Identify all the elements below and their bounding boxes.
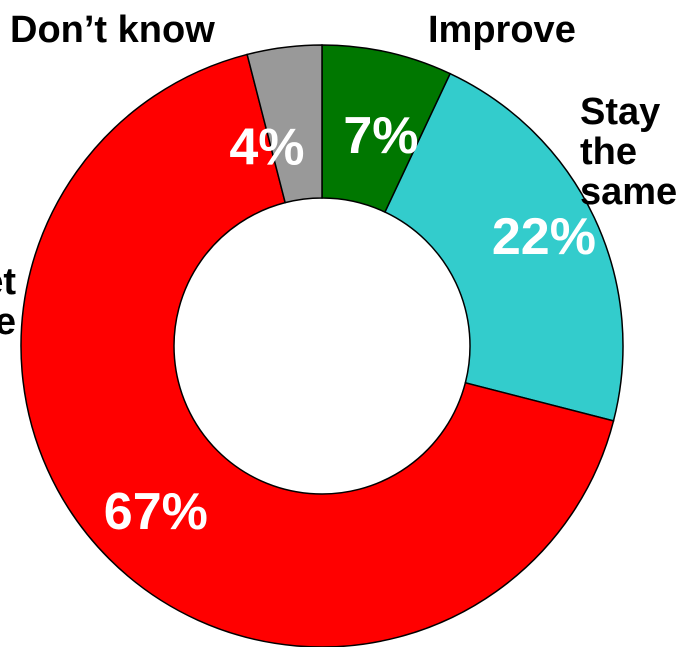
- category-label-get-worse: Get worse: [0, 262, 16, 342]
- category-label-stay-line-3: same: [580, 171, 678, 213]
- slice-don-t-know: [246, 44, 323, 204]
- slice-stay-the-same: [384, 72, 624, 422]
- value-label-get-worse: 67%: [104, 483, 208, 541]
- value-label-improve: 7%: [343, 107, 418, 165]
- category-label-improve: Improve: [428, 9, 576, 51]
- category-label-stay-line-1: Stay: [580, 91, 661, 133]
- category-label-worse-line-1: Get: [0, 262, 16, 303]
- slice-get-worse: [20, 53, 615, 647]
- value-label-don-t-know: 4%: [229, 119, 304, 177]
- value-label-stay-the-same: 22%: [492, 208, 596, 266]
- category-label-dont-know: Don’t know: [10, 9, 215, 51]
- category-label-stay-the-same: Stay the same: [580, 92, 677, 212]
- category-label-stay-line-2: the: [580, 131, 637, 173]
- category-label-worse-line-2: worse: [0, 301, 16, 342]
